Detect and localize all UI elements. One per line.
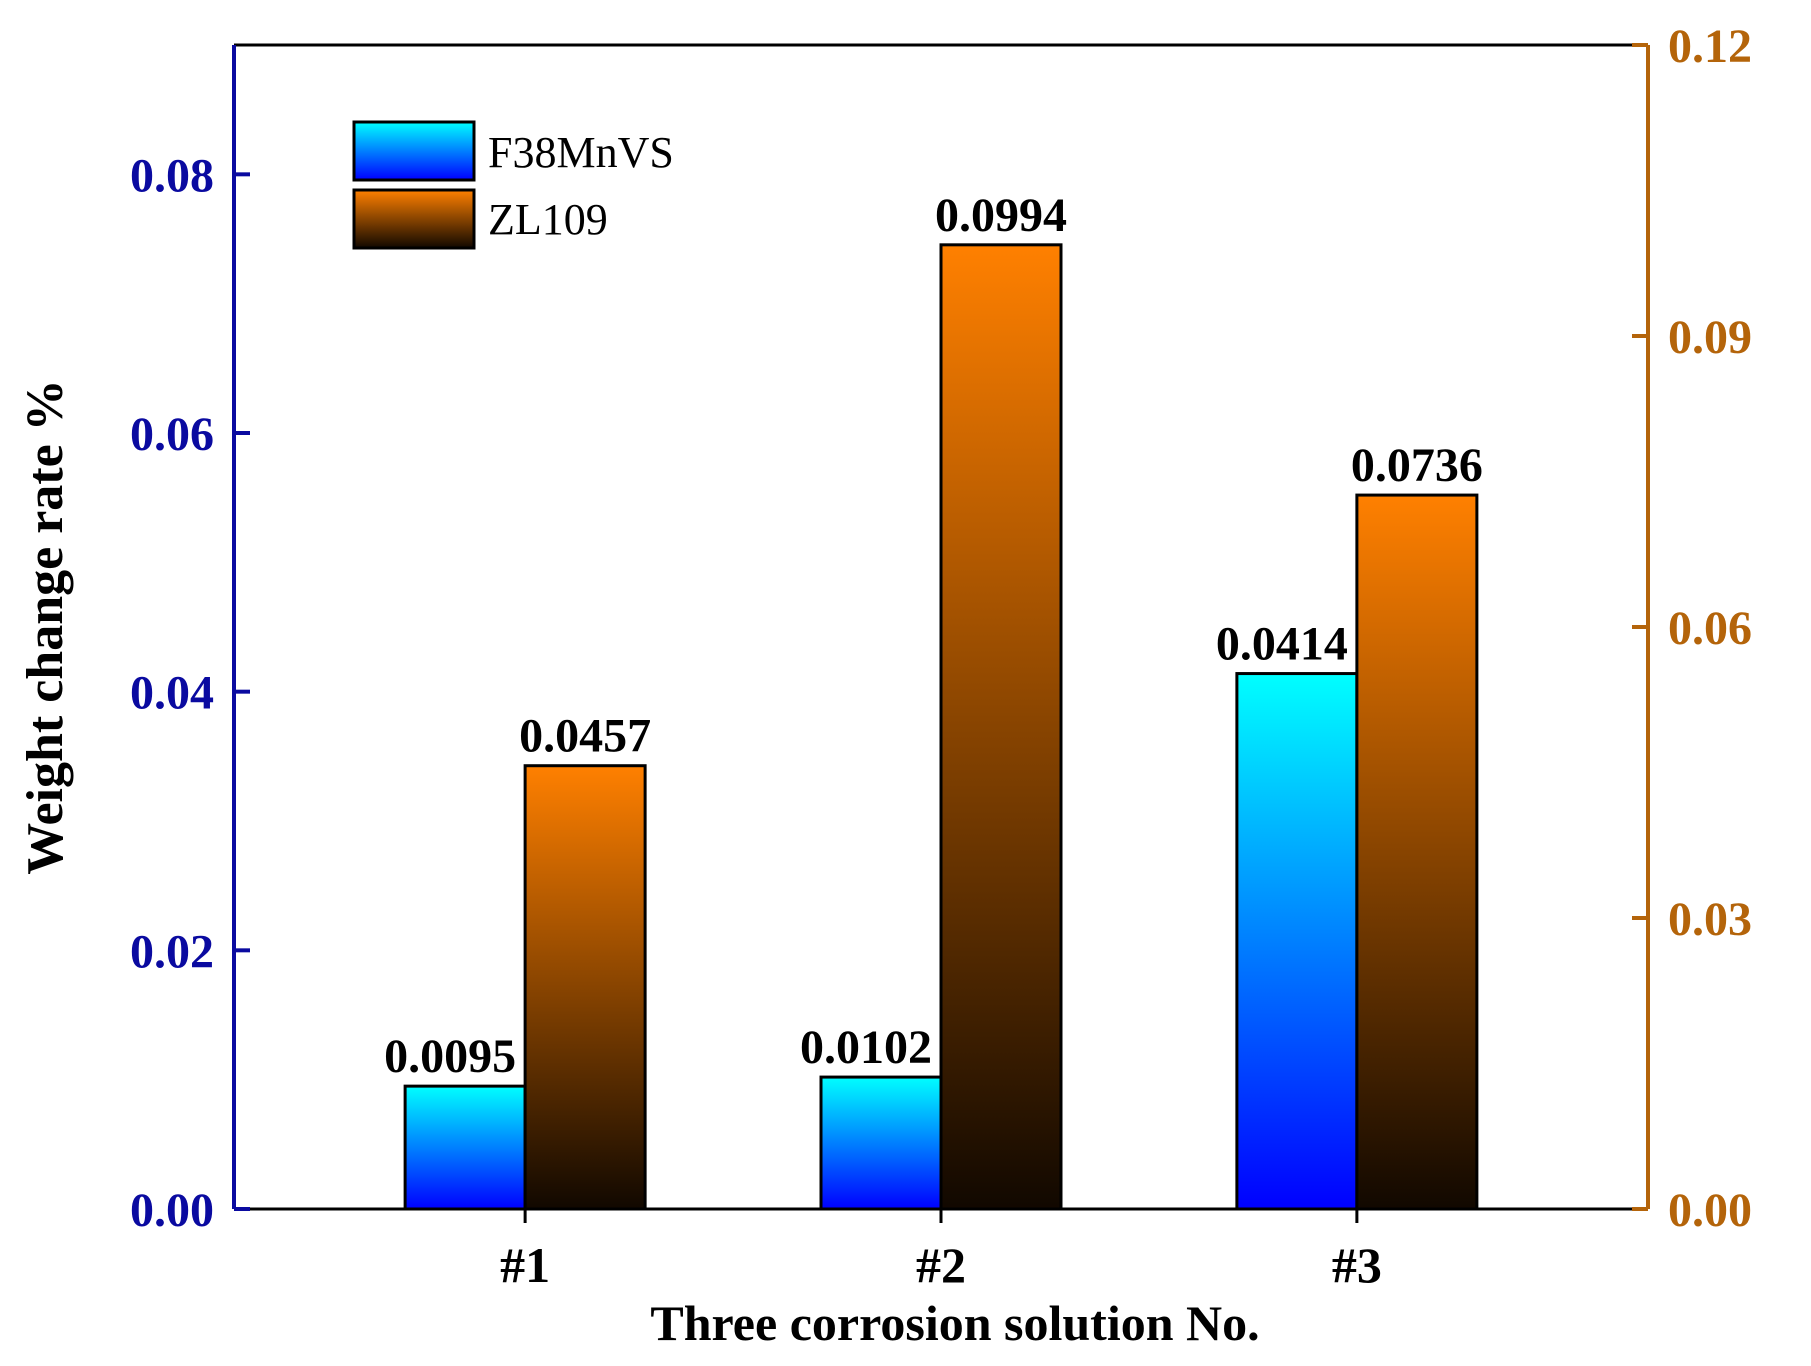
data-label-zl109: 0.0994 <box>935 189 1067 242</box>
bar-zl109 <box>1355 493 1479 1211</box>
x-tick-label: #3 <box>1332 1237 1382 1293</box>
left-y-tick-label: 0.06 <box>130 408 214 461</box>
x-axis-title: Three corrosion solution No. <box>650 1295 1259 1351</box>
data-label-f38mnvs: 0.0102 <box>800 1021 932 1074</box>
right-y-tick-label: 0.12 <box>1668 20 1752 73</box>
right-y-tick-label: 0.00 <box>1668 1184 1752 1237</box>
left-y-tick-label: 0.00 <box>130 1184 214 1237</box>
legend-swatch-f38mnvs <box>352 120 476 182</box>
x-tick-label: #1 <box>500 1237 550 1293</box>
left-y-tick-label: 0.08 <box>130 149 214 202</box>
right-y-tick-label: 0.09 <box>1668 311 1752 364</box>
bar-f38mnvs <box>1235 672 1359 1211</box>
x-tick-label: #2 <box>916 1237 966 1293</box>
legend: F38MnVS ZL109 <box>352 120 674 250</box>
data-label-f38mnvs: 0.0095 <box>384 1030 516 1083</box>
left-y-tick-label: 0.02 <box>130 925 214 978</box>
bar-f38mnvs <box>403 1084 527 1211</box>
left-y-tick-label: 0.04 <box>130 667 214 720</box>
bar-zl109 <box>939 243 1063 1211</box>
legend-label-f38mnvs: F38MnVS <box>488 128 674 177</box>
data-label-f38mnvs: 0.0414 <box>1216 618 1348 671</box>
legend-swatch-zl109 <box>352 188 476 250</box>
data-label-zl109: 0.0736 <box>1351 439 1483 492</box>
legend-label-zl109: ZL109 <box>488 195 608 244</box>
y-axis-title: Weight change rate % <box>17 379 74 874</box>
right-y-tick-label: 0.03 <box>1668 893 1752 946</box>
bar-f38mnvs <box>819 1075 943 1211</box>
bar-zl109 <box>523 764 647 1211</box>
data-label-zl109: 0.0457 <box>519 710 651 763</box>
right-y-tick-label: 0.06 <box>1668 602 1752 655</box>
